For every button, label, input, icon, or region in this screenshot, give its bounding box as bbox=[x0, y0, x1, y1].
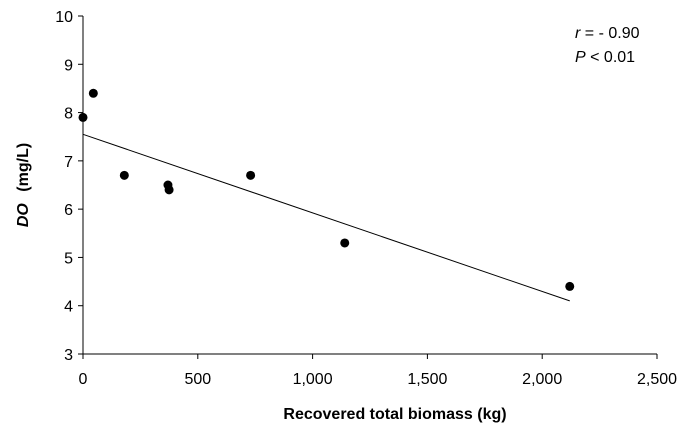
axes bbox=[82, 16, 657, 355]
x-tick-label: 1,000 bbox=[293, 371, 333, 388]
y-tick-label: 9 bbox=[64, 57, 73, 74]
data-points bbox=[78, 88, 575, 291]
annotation-r: r = - 0.90 bbox=[575, 25, 640, 42]
y-axis-title: DO (mg/L) bbox=[15, 143, 32, 227]
annotation-p-value: < 0.01 bbox=[590, 49, 635, 66]
x-tick-label: 0 bbox=[79, 371, 88, 388]
annotation-p-symbol: P bbox=[575, 49, 586, 66]
y-axis-title-unit: (mg/L) bbox=[15, 143, 32, 192]
x-tick-label: 2,000 bbox=[522, 371, 562, 388]
data-point bbox=[565, 281, 575, 291]
y-tick-label: 10 bbox=[55, 9, 73, 26]
trendline bbox=[82, 133, 570, 302]
data-point bbox=[340, 238, 350, 248]
data-point bbox=[88, 88, 98, 98]
data-point bbox=[164, 185, 174, 195]
annotation-r-symbol: r bbox=[575, 25, 581, 42]
annotation-r-value: = - 0.90 bbox=[585, 25, 640, 42]
y-tick-label: 8 bbox=[64, 106, 73, 123]
trendline-group bbox=[82, 133, 570, 302]
annotation-p: P < 0.01 bbox=[575, 49, 635, 66]
x-axis-ticks: 0 500 1,000 1,500 2,000 2,500 bbox=[79, 354, 677, 388]
x-tick-label: 500 bbox=[184, 371, 211, 388]
y-axis-title-variable: DO bbox=[15, 203, 32, 228]
y-axis-ticks: 3 4 5 6 7 8 9 10 bbox=[55, 9, 83, 364]
y-tick-label: 4 bbox=[64, 299, 73, 316]
x-tick-label: 2,500 bbox=[637, 371, 677, 388]
data-point bbox=[78, 112, 88, 122]
data-point bbox=[119, 170, 129, 180]
x-axis-title: Recovered total biomass (kg) bbox=[283, 406, 506, 423]
y-tick-label: 7 bbox=[64, 154, 73, 171]
y-tick-label: 3 bbox=[64, 347, 73, 364]
y-tick-label: 6 bbox=[64, 202, 73, 219]
y-tick-label: 5 bbox=[64, 250, 73, 267]
x-tick-label: 1,500 bbox=[407, 371, 447, 388]
data-point bbox=[246, 170, 256, 180]
